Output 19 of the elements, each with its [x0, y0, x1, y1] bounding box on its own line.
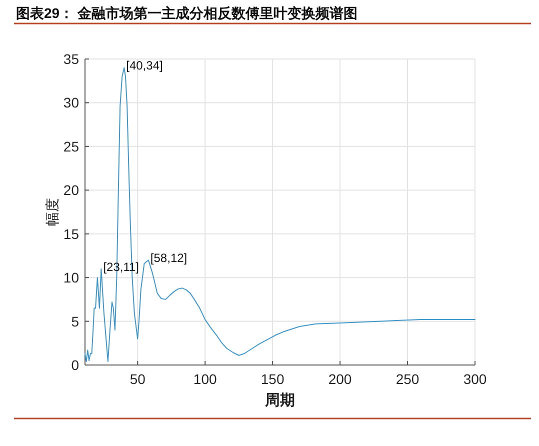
- y-tick-label: 25: [63, 138, 80, 154]
- y-tick-label: 30: [63, 94, 80, 111]
- x-axis-title: 周期: [264, 392, 295, 409]
- y-tick-label: 15: [63, 226, 80, 242]
- x-tick-label: 200: [328, 371, 352, 387]
- y-tick-label: 0: [71, 357, 80, 373]
- x-tick-label: 150: [260, 371, 284, 387]
- x-tick-label: 50: [130, 371, 146, 387]
- annotation: [40,34]: [126, 58, 163, 73]
- y-tick-label: 10: [63, 270, 80, 286]
- y-tick-label: 20: [63, 182, 80, 198]
- annotation: [58,12]: [150, 251, 188, 266]
- x-tick-label: 100: [193, 371, 217, 387]
- y-tick-label: 5: [71, 313, 80, 330]
- chart-title: 图表29： 金融市场第一主成分相反数傅里叶变换频谱图: [16, 5, 358, 21]
- y-tick-label: 35: [63, 51, 80, 67]
- x-tick-label: 300: [463, 371, 487, 387]
- y-axis-title: 幅度: [44, 198, 60, 226]
- x-tick-label: 250: [396, 371, 420, 387]
